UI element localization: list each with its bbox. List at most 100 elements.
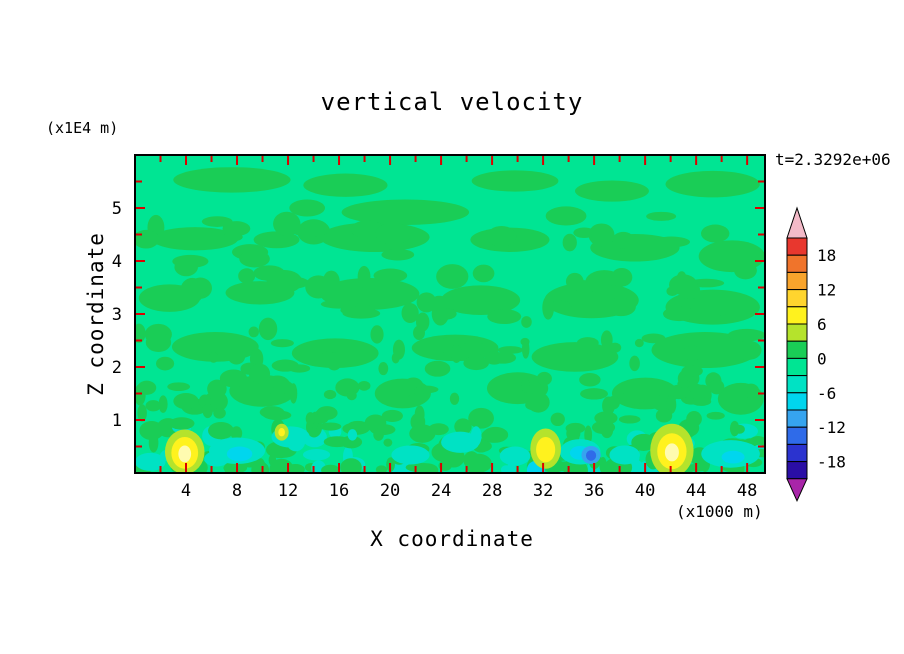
contour-spot xyxy=(536,436,556,463)
speckle xyxy=(135,323,146,344)
speckle xyxy=(288,464,305,473)
speckle xyxy=(449,392,460,405)
speckle xyxy=(487,309,522,325)
speckle xyxy=(346,391,357,401)
contour-spot xyxy=(585,450,597,461)
speckle xyxy=(259,406,285,419)
speckle xyxy=(289,383,298,404)
x-tick-label: 20 xyxy=(380,481,400,501)
speckle xyxy=(576,337,599,349)
speckle xyxy=(168,417,195,430)
speckle xyxy=(686,411,702,427)
contour-patch xyxy=(665,170,760,198)
speckle xyxy=(208,422,234,440)
colorbar-tick-label: -18 xyxy=(817,453,846,472)
x-axis-unit-label: (x1000 m) xyxy=(676,502,763,521)
speckle xyxy=(497,346,524,354)
colorbar-segment xyxy=(786,340,808,359)
x-tick-label: 44 xyxy=(686,481,706,501)
x-tick-label: 36 xyxy=(584,481,604,501)
speckle xyxy=(271,359,299,372)
speckle xyxy=(641,333,666,344)
speckle xyxy=(378,361,389,376)
speckle xyxy=(486,226,517,247)
speckle xyxy=(266,269,303,294)
speckle xyxy=(536,371,552,386)
x-tick-label: 48 xyxy=(737,481,757,501)
colorbar-segment xyxy=(786,237,808,256)
contour-spot xyxy=(278,427,285,437)
colorbar-segment xyxy=(786,254,808,273)
x-axis-title: X coordinate xyxy=(370,527,534,551)
speckle xyxy=(219,369,248,388)
speckle xyxy=(681,365,703,377)
speckle xyxy=(463,356,490,371)
colorbar-tick-label: 6 xyxy=(817,315,827,334)
colorbar-tick-label: -6 xyxy=(817,384,836,403)
contour-patch xyxy=(651,332,759,369)
speckle xyxy=(611,267,633,287)
speckle xyxy=(357,380,371,391)
contour-spot xyxy=(664,443,679,462)
speckle xyxy=(579,372,601,387)
speckle xyxy=(373,268,408,283)
speckle xyxy=(248,326,260,338)
speckle xyxy=(634,338,644,348)
speckle xyxy=(156,356,175,371)
speckle xyxy=(323,436,351,448)
speckle xyxy=(573,227,596,239)
colorbar-tick-label: -12 xyxy=(817,418,846,437)
speckle xyxy=(463,451,480,470)
speckle xyxy=(468,407,494,429)
speckle xyxy=(586,349,615,362)
colorbar-arrow-down xyxy=(786,478,808,503)
speckle xyxy=(174,257,198,277)
speckle xyxy=(521,378,530,393)
speckle xyxy=(326,352,343,371)
contour-patch xyxy=(151,227,239,251)
speckle xyxy=(158,395,168,413)
contour-spot xyxy=(441,431,480,453)
contour-patch xyxy=(441,285,521,316)
speckle xyxy=(222,221,251,237)
speckle xyxy=(381,249,415,261)
speckle xyxy=(414,405,425,424)
speckle xyxy=(566,426,581,441)
colorbar-segment xyxy=(786,426,808,445)
y-tick-label: 4 xyxy=(112,252,122,272)
x-tick-label: 40 xyxy=(635,481,655,501)
x-tick-label: 16 xyxy=(329,481,349,501)
contour-spot xyxy=(135,452,166,471)
speckle xyxy=(549,300,572,313)
speckle xyxy=(563,463,586,473)
speckle xyxy=(707,337,729,355)
speckle xyxy=(646,211,677,221)
speckle xyxy=(669,274,698,296)
speckle xyxy=(618,392,645,405)
contour-spot xyxy=(499,446,531,466)
speckle xyxy=(652,236,690,248)
speckle xyxy=(667,384,691,400)
contour-spot xyxy=(226,446,253,462)
speckle xyxy=(690,397,712,406)
colorbar-arrow-up xyxy=(786,206,808,239)
speckle xyxy=(742,383,760,399)
speckle xyxy=(416,312,430,332)
speckle xyxy=(462,287,479,313)
contour-spot xyxy=(609,445,641,465)
speckle xyxy=(709,379,725,395)
contour-patch xyxy=(289,199,326,217)
speckle xyxy=(137,404,147,422)
contour-field xyxy=(135,155,765,473)
speckle xyxy=(706,411,725,420)
speckle xyxy=(734,261,757,280)
speckle xyxy=(222,232,243,242)
plot-frame xyxy=(134,154,766,474)
speckle xyxy=(600,330,613,350)
speckle xyxy=(255,458,266,473)
speckle xyxy=(521,339,530,359)
speckle xyxy=(180,277,205,304)
time-annotation: t=2.3292e+06 xyxy=(775,150,891,169)
